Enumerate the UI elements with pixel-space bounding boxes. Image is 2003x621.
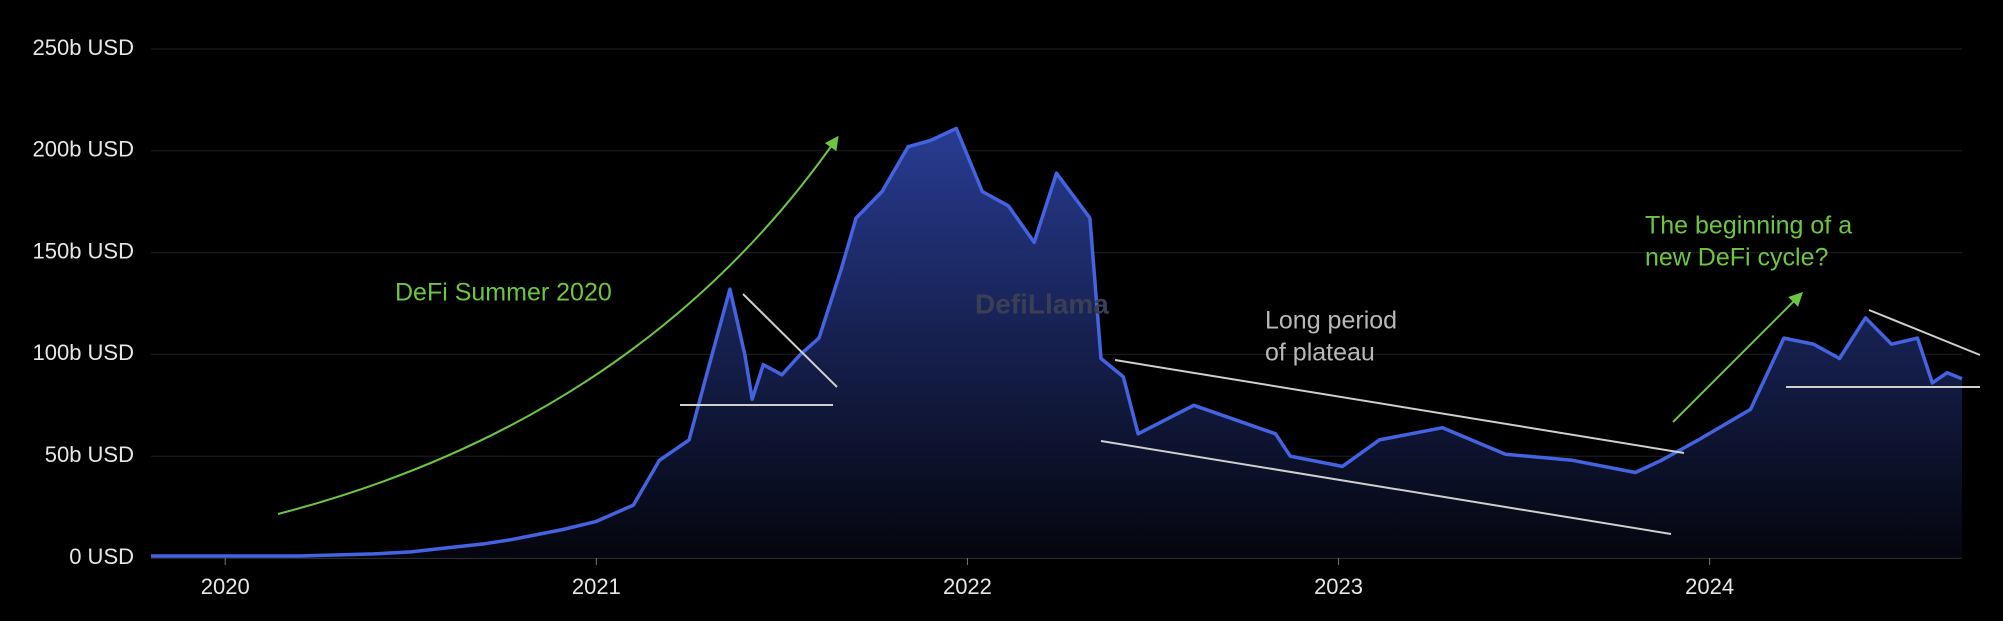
y-tick-label: 100b USD xyxy=(32,340,134,365)
y-tick-label: 150b USD xyxy=(32,238,134,263)
area xyxy=(151,128,1962,558)
y-tick-label: 200b USD xyxy=(32,137,134,162)
x-tick-label: 2022 xyxy=(943,574,992,599)
x-tick-label: 2021 xyxy=(572,574,621,599)
annotation: new DeFi cycle? xyxy=(1645,244,1828,272)
x-tick-label: 2024 xyxy=(1685,574,1734,599)
trend-line xyxy=(1868,309,1981,356)
trend-line xyxy=(1100,440,1672,535)
trend-line xyxy=(1114,359,1685,454)
annotation: of plateau xyxy=(1265,339,1375,367)
annotation: The beginning of a xyxy=(1645,212,1852,240)
trend-line xyxy=(742,293,838,388)
annotation: Long period xyxy=(1265,307,1397,335)
x-tick-label: 2023 xyxy=(1314,574,1363,599)
y-tick-label: 0 USD xyxy=(69,544,134,569)
annotation-arrow xyxy=(277,135,839,515)
trend-lines xyxy=(680,293,1981,535)
annotation-arrow xyxy=(1672,292,1803,423)
line xyxy=(151,126,1963,558)
y-tick-label: 250b USD xyxy=(32,35,134,60)
watermark: DefiLlama xyxy=(975,288,1109,319)
x-tick-label: 2020 xyxy=(201,574,250,599)
annotation: DeFi Summer 2020 xyxy=(395,279,612,307)
y-tick-label: 50b USD xyxy=(45,442,134,467)
